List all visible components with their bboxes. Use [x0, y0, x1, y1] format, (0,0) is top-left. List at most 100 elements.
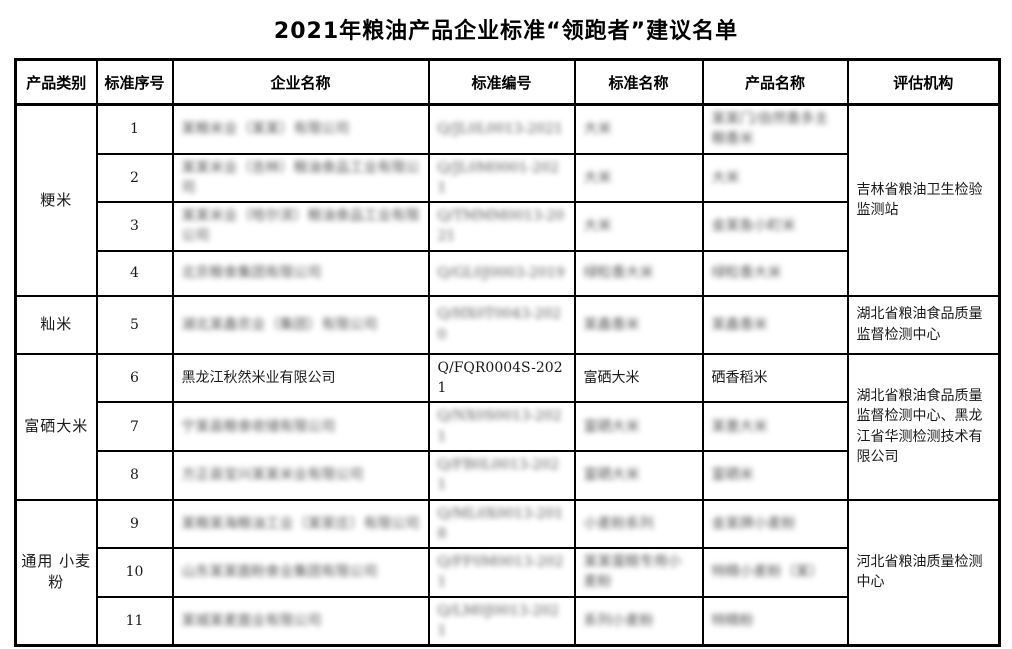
company-name-cell-text: 湖北某鑫农业（集团）有限公司	[181, 316, 378, 333]
standard-code-cell-text: Q/FQR0004S-2021	[437, 359, 563, 397]
column-header: 评估机构	[846, 58, 1001, 106]
standard-code-cell-text: Q/TMMM0013-2021	[437, 208, 565, 245]
company-name-cell: 某某米业（吉林）粮油食品工业有限公司	[171, 152, 430, 204]
standard-name-cell-text: 富硒大米	[583, 467, 640, 484]
company-name-cell: 宁某县粮食收储有限公司	[171, 401, 430, 452]
product-category-cell-text: 粳米	[40, 190, 73, 209]
standard-name-cell: 富硒大米	[573, 449, 704, 501]
standard-name-cell: 某鑫香米	[573, 294, 704, 355]
table-row: 4 北京粮食集团有限公司 Q/GL0J0003-2019 绿粒香大米 绿粒香大米	[16, 249, 1000, 297]
standard-code-cell-text: Q/FF0M0013-2021	[437, 554, 564, 591]
standard-name-cell-text: 富硒大米	[583, 418, 640, 435]
product-name-cell-text: 富硒米	[711, 467, 754, 484]
standard-seq-cell: 5	[95, 294, 174, 355]
standard-code-cell: Q/HX0T0043-2020	[427, 294, 576, 355]
company-name-cell: 北京粮食集团有限公司	[171, 249, 430, 297]
company-name-cell: 某某米业（哈尔滨）粮油食品工业有限公司	[171, 201, 430, 252]
standard-seq-cell: 6	[95, 352, 174, 404]
column-header: 企业名称	[171, 58, 430, 106]
standard-seq-cell: 4	[95, 249, 174, 297]
standard-code-cell-text: Q/GL0J0003-2019	[437, 265, 565, 282]
standard-code-cell-text: Q/JL0M0001-2021	[437, 159, 559, 196]
standard-code-cell-text: Q/LM0J0013-2021	[437, 602, 559, 640]
company-name-cell: 某城某麦面业有限公司	[171, 595, 430, 647]
table-header-row: 产品类别 标准序号 企业名称 标准编号 标准名称 产品名称 评估机构	[14, 58, 1001, 106]
standard-name-cell-text: 系列小麦粉	[583, 612, 654, 629]
company-name-cell-text: 某某米业（吉林）粮油食品工业有限公司	[181, 159, 420, 196]
standard-seq-cell: 3	[95, 201, 174, 252]
table-row: 粳米 1 某粮米业（某某）有限公司 Q/JL0L0013-2021 大米 某某门/自然香多…	[14, 103, 1001, 297]
standard-seq-cell: 7	[95, 401, 174, 452]
company-name-cell: 某粮某海粮油工业（某家庄）有限公司	[171, 498, 430, 550]
standard-code-cell: Q/NX0S0013-2021	[427, 401, 576, 452]
company-name-cell-text: 某粮某海粮油工业（某家庄）有限公司	[181, 515, 420, 532]
column-header: 产品类别	[14, 58, 98, 106]
company-name-cell-text: 某某米业（哈尔滨）粮油食品工业有限公司	[181, 208, 420, 245]
company-name-cell-text: 黑龙江秋然米业有限公司	[181, 369, 336, 386]
table-row: 富硒大米 6 黑龙江秋然米业有限公司 Q/FQR0004S-2021 富硒大米 硒香稻米湖…	[14, 352, 1001, 501]
company-name-cell: 湖北某鑫农业（集团）有限公司	[171, 294, 430, 355]
standard-name-cell: 大米	[573, 201, 704, 252]
product-name-cell-text: 大米	[711, 169, 740, 186]
standard-code-cell-text: Q/FB0L0013-2021	[437, 456, 559, 494]
standard-seq-cell: 1	[95, 103, 174, 155]
column-header: 标准名称	[573, 58, 704, 106]
standard-code-cell: Q/FF0M0013-2021	[427, 547, 576, 598]
evaluation-agency-cell-text: 湖北省粮油食品质量监督检测中心、黑龙江省华测检测技术有限公司	[856, 388, 983, 465]
standard-code-cell: Q/GL0J0003-2019	[427, 249, 576, 297]
table-row: 10 山东某某面粉食业集团有限公司 Q/FF0M0013-2021 某某蛋糕专用小麦粉…	[16, 547, 1000, 598]
table-row: 7 宁某县粮食收储有限公司 Q/NX0S0013-2021 富硒大米 某墨大米	[16, 401, 1000, 452]
product-name-cell: 绿粒香大米	[701, 249, 849, 297]
product-name-cell-text: 某鑫香米	[711, 316, 768, 333]
standard-name-cell: 大米	[573, 103, 704, 155]
header-row: 产品类别 标准序号 企业名称 标准编号 标准名称 产品名称 评估机构	[14, 58, 1001, 106]
standard-name-cell-text: 大米	[583, 218, 612, 235]
product-name-cell: 富硒米	[701, 449, 849, 501]
product-name-cell-text: 特精小麦粉（某）	[711, 564, 824, 581]
product-name-cell-text: 硒香稻米	[711, 369, 768, 386]
product-name-cell: 硒香稻米	[701, 352, 849, 404]
evaluation-agency-cell: 湖北省粮油食品质量监督检测中心	[846, 294, 1001, 355]
product-name-cell: 大米	[701, 152, 849, 204]
product-category-cell: 通用 小麦粉	[14, 498, 98, 647]
standard-code-cell: Q/ML0X0013-2018	[427, 498, 576, 550]
company-name-cell-text: 某粮米业（某某）有限公司	[181, 121, 350, 138]
standard-seq-cell: 2	[95, 152, 174, 204]
standard-code-cell: Q/LM0J0013-2021	[427, 595, 576, 647]
table-row: 3 某某米业（哈尔滨）粮油食品工业有限公司 Q/TMMM0013-2021 大米 金某鱼…	[16, 201, 1000, 252]
product-name-cell: 特精小麦粉（某）	[701, 547, 849, 598]
standard-code-cell: Q/FB0L0013-2021	[427, 449, 576, 501]
product-name-cell: 金某牌小麦粉	[701, 498, 849, 550]
product-category-cell-text: 富硒大米	[24, 416, 89, 435]
standard-seq-cell: 11	[95, 595, 174, 647]
company-name-cell: 某粮米业（某某）有限公司	[171, 103, 430, 155]
standard-name-cell-text: 富硒大米	[583, 369, 640, 386]
standard-name-cell: 大米	[573, 152, 704, 204]
product-category-cell: 籼米	[14, 294, 98, 355]
standard-code-cell-text: Q/HX0T0043-2020	[437, 306, 562, 343]
standard-name-cell: 富硒大米	[573, 352, 704, 404]
standard-name-cell: 小麦粉系列	[573, 498, 704, 550]
evaluation-agency-cell-text: 河北省粮油质量检测中心	[856, 554, 983, 591]
product-category-cell-text: 籼米	[40, 314, 73, 333]
product-category-cell-text: 通用 小麦粉	[21, 551, 92, 592]
table-row: 8 方正县宝兴某某米业有限公司 Q/FB0L0013-2021 富硒大米 富硒米	[16, 449, 1000, 501]
product-name-cell: 某鑫香米	[701, 294, 849, 355]
table-row: 籼米 5 湖北某鑫农业（集团）有限公司 Q/HX0T0043-2020 某鑫香米 某鑫香米…	[14, 294, 1001, 355]
column-header: 标准序号	[95, 58, 174, 106]
standard-code-cell: Q/TMMM0013-2021	[427, 201, 576, 252]
company-name-cell: 山东某某面粉食业集团有限公司	[171, 547, 430, 598]
page-title: 2021年粮油产品企业标准“领跑者”建议名单	[273, 19, 739, 44]
standard-code-cell: Q/JL0M0001-2021	[427, 152, 576, 204]
column-header: 标准编号	[427, 58, 576, 106]
product-name-cell-text: 某某门/自然香多主粮香米	[711, 111, 829, 148]
standard-seq-cell: 9	[95, 498, 174, 550]
product-category-cell: 粳米	[14, 103, 98, 297]
standard-name-cell-text: 小麦粉系列	[583, 515, 654, 532]
column-header: 产品名称	[701, 58, 849, 106]
standard-name-cell: 绿粒香大米	[573, 249, 704, 297]
company-name-cell-text: 方正县宝兴某某米业有限公司	[181, 467, 364, 484]
product-name-cell: 某某门/自然香多主粮香米	[701, 103, 849, 155]
product-name-cell: 金某鱼小町米	[701, 201, 849, 252]
standard-seq-cell: 8	[95, 449, 174, 501]
